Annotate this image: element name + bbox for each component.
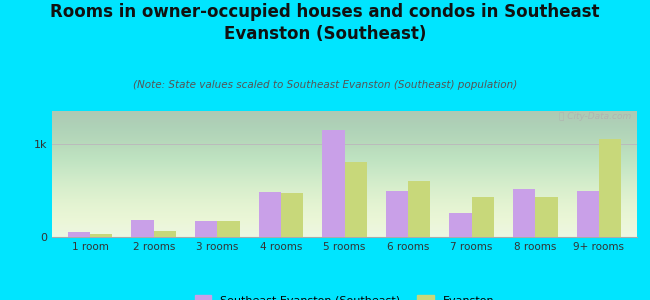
- Text: (Note: State values scaled to Southeast Evanston (Southeast) population): (Note: State values scaled to Southeast …: [133, 80, 517, 89]
- Text: ⓘ City-Data.com: ⓘ City-Data.com: [559, 112, 631, 121]
- Text: Rooms in owner-occupied houses and condos in Southeast
Evanston (Southeast): Rooms in owner-occupied houses and condo…: [50, 3, 600, 43]
- Bar: [322, 130, 344, 237]
- Bar: [577, 191, 599, 237]
- Bar: [513, 189, 535, 237]
- Bar: [68, 232, 90, 237]
- Bar: [449, 213, 472, 237]
- Legend: Southeast Evanston (Southeast), Evanston: Southeast Evanston (Southeast), Evanston: [190, 290, 499, 300]
- Bar: [281, 193, 303, 237]
- Bar: [259, 192, 281, 237]
- Bar: [535, 197, 558, 237]
- Bar: [131, 220, 154, 237]
- Bar: [386, 191, 408, 237]
- Bar: [90, 234, 112, 237]
- Bar: [154, 231, 176, 237]
- Bar: [599, 139, 621, 237]
- Bar: [408, 181, 430, 237]
- Bar: [344, 162, 367, 237]
- Bar: [217, 221, 240, 237]
- Bar: [195, 221, 217, 237]
- Bar: [472, 197, 494, 237]
